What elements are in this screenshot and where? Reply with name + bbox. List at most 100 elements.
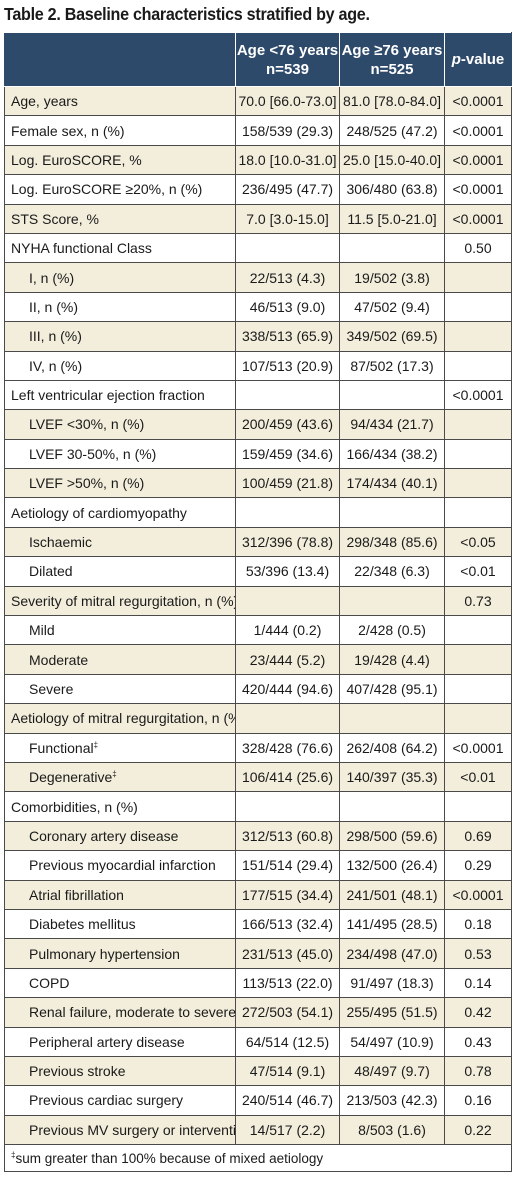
row-label: LVEF <30%, n (%) xyxy=(4,409,236,440)
row-label: Log. EuroSCORE, % xyxy=(4,144,236,176)
value-under-76: 100/459 (21.8) xyxy=(235,468,340,499)
value-76-plus: 11.5 [5.0-21.0] xyxy=(339,203,445,234)
value-76-plus xyxy=(339,791,445,822)
p-value: 0.78 xyxy=(444,1055,512,1087)
p-value: <0.0001 xyxy=(444,879,512,910)
value-76-plus: 234/498 (47.0) xyxy=(339,938,445,969)
row-label-text: COPD xyxy=(29,974,70,991)
value-under-76: 158/539 (29.3) xyxy=(235,115,340,146)
p-value: 0.18 xyxy=(444,908,512,940)
row-label-text: Previous myocardial infarction xyxy=(29,857,216,874)
value-under-76 xyxy=(235,232,340,264)
p-value: <0.0001 xyxy=(444,203,512,234)
p-value xyxy=(444,497,512,528)
value-under-76 xyxy=(235,791,340,822)
table-title: Table 2. Baseline characteristics strati… xyxy=(4,4,370,24)
table-row: LVEF >50%, n (%) 100/459 (21.8) 174/434 (4… xyxy=(4,468,512,499)
value-under-76: 64/514 (12.5) xyxy=(235,1026,340,1057)
row-label: LVEF >50%, n (%) xyxy=(4,468,236,499)
p-value: 0.29 xyxy=(444,850,512,881)
table-row: Atrial fibrillation 177/515 (34.4) 241/501… xyxy=(4,879,512,910)
header-age-76-plus-label: Age ≥76 years xyxy=(341,41,443,59)
row-label: Previous myocardial infarction xyxy=(4,850,236,881)
p-value: 0.73 xyxy=(444,585,512,617)
value-76-plus: 91/497 (18.3) xyxy=(339,967,445,999)
p-value: 0.53 xyxy=(444,938,512,969)
value-76-plus: 54/497 (10.9) xyxy=(339,1026,445,1057)
row-label-text: Left ventricular ejection fraction xyxy=(11,387,205,404)
row-label-text: Atrial fibrillation xyxy=(29,886,124,903)
row-label: Coronary artery disease xyxy=(4,820,236,852)
table-row: COPD 113/513 (22.0) 91/497 (18.3) 0.14 xyxy=(4,967,512,999)
row-label: STS Score, % xyxy=(4,203,236,234)
footnote-text: sum greater than 100% because of mixed a… xyxy=(15,1150,324,1166)
value-76-plus: 213/503 (42.3) xyxy=(339,1085,445,1116)
value-76-plus: 140/397 (35.3) xyxy=(339,761,445,793)
row-label: Severe xyxy=(4,673,236,705)
row-label-text: LVEF 30-50%, n (%) xyxy=(29,445,157,462)
row-label-text: Log. EuroSCORE ≥20%, n (%) xyxy=(11,181,203,198)
table-row: Diabetes mellitus 166/513 (32.4) 141/495 (… xyxy=(4,908,512,940)
row-label-text: Aetiology of cardiomyopathy xyxy=(11,504,187,521)
row-label-text: Mild xyxy=(29,622,55,639)
value-under-76: 236/495 (47.7) xyxy=(235,174,340,205)
value-76-plus: 349/502 (69.5) xyxy=(339,321,445,352)
row-label-text: II, n (%) xyxy=(29,298,79,315)
row-label: Left ventricular ejection fraction xyxy=(4,379,236,411)
footnote-row: ‡sum greater than 100% because of mixed … xyxy=(4,1144,512,1173)
p-value: <0.0001 xyxy=(444,85,512,117)
table-row: Left ventricular ejection fraction <0.000… xyxy=(4,379,512,411)
p-value: 0.22 xyxy=(444,1114,512,1146)
p-value xyxy=(444,644,512,675)
row-label: COPD xyxy=(4,967,236,999)
value-76-plus: 19/502 (3.8) xyxy=(339,262,445,293)
row-label-text: I, n (%) xyxy=(29,269,75,286)
row-label: Pulmonary hypertension xyxy=(4,938,236,969)
row-label-text: Diabetes mellitus xyxy=(29,916,136,933)
value-76-plus: 47/502 (9.4) xyxy=(339,291,445,323)
row-label-text: LVEF >50%, n (%) xyxy=(29,475,145,492)
row-label-text: Age, years xyxy=(11,93,78,110)
baseline-characteristics-table: Age <76 years n=539 Age ≥76 years n=525 … xyxy=(4,32,512,1173)
value-76-plus: 19/428 (4.4) xyxy=(339,644,445,675)
footnote-ref-mark: ‡ xyxy=(112,769,117,779)
row-label: Peripheral artery disease xyxy=(4,1026,236,1057)
row-label-text: Ischaemic xyxy=(29,534,93,551)
header-p-rest: -value xyxy=(460,51,505,68)
row-label: NYHA functional Class xyxy=(4,232,236,264)
p-value: <0.05 xyxy=(444,526,512,558)
value-under-76: 22/513 (4.3) xyxy=(235,262,340,293)
row-label-text: Severe xyxy=(29,681,74,697)
table-row: Log. EuroSCORE, % 18.0 [10.0-31.0] 25.0 [1… xyxy=(4,144,512,176)
row-label-text: Comorbidities, n (%) xyxy=(11,798,138,815)
header-age-76-plus: Age ≥76 years n=525 xyxy=(339,32,445,87)
value-under-76: 1/444 (0.2) xyxy=(235,615,340,646)
value-76-plus: 25.0 [15.0-40.0] xyxy=(339,144,445,176)
row-label-text: STS Score, % xyxy=(11,210,99,227)
table-row: Mild 1/444 (0.2) 2/428 (0.5) xyxy=(4,615,512,646)
value-under-76: 53/396 (13.4) xyxy=(235,556,340,587)
value-76-plus: 132/500 (26.4) xyxy=(339,850,445,881)
value-76-plus xyxy=(339,497,445,528)
value-under-76: 14/517 (2.2) xyxy=(235,1114,340,1146)
value-under-76 xyxy=(235,379,340,411)
row-label: I, n (%) xyxy=(4,262,236,293)
value-under-76: 200/459 (43.6) xyxy=(235,409,340,440)
row-label-text: Peripheral artery disease xyxy=(29,1033,185,1050)
row-label: Previous stroke xyxy=(4,1055,236,1087)
value-76-plus: 2/428 (0.5) xyxy=(339,615,445,646)
table-row: Log. EuroSCORE ≥20%, n (%) 236/495 (47.7)… xyxy=(4,174,512,205)
row-label: Aetiology of mitral regurgitation, n (%) xyxy=(4,703,236,734)
value-76-plus: 262/408 (64.2) xyxy=(339,732,445,763)
p-value xyxy=(444,262,512,293)
value-under-76: 46/513 (9.0) xyxy=(235,291,340,323)
value-76-plus: 166/434 (38.2) xyxy=(339,438,445,470)
row-label-text: LVEF <30%, n (%) xyxy=(29,416,145,433)
row-label-text: Moderate xyxy=(29,651,89,668)
row-label: Aetiology of cardiomyopathy xyxy=(4,497,236,528)
p-value: <0.01 xyxy=(444,761,512,793)
p-value: 0.42 xyxy=(444,997,512,1028)
value-under-76: 177/515 (34.4) xyxy=(235,879,340,910)
header-p-italic: p xyxy=(451,51,461,68)
value-76-plus: 141/495 (28.5) xyxy=(339,908,445,940)
